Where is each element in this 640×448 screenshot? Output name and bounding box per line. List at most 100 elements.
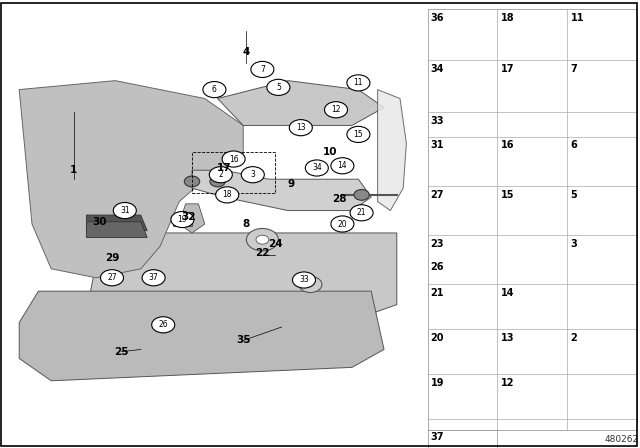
Text: 26: 26 [158, 320, 168, 329]
Text: 24: 24 [268, 239, 282, 249]
Text: 21: 21 [357, 208, 366, 217]
Bar [428, 430, 497, 448]
Text: 21: 21 [431, 288, 444, 298]
Circle shape [299, 276, 322, 293]
Text: 20: 20 [337, 220, 348, 228]
Circle shape [210, 176, 225, 187]
Text: 18: 18 [223, 190, 232, 199]
Text: 15: 15 [353, 130, 364, 139]
Text: 20: 20 [431, 333, 444, 343]
Text: 37: 37 [148, 273, 159, 282]
Circle shape [267, 79, 290, 95]
Text: 13: 13 [500, 333, 514, 343]
Text: 34: 34 [312, 164, 322, 172]
Circle shape [256, 235, 269, 244]
Text: 32: 32 [182, 212, 196, 222]
Polygon shape [86, 222, 147, 237]
Bar [428, 9, 637, 430]
Circle shape [209, 167, 232, 183]
Polygon shape [19, 291, 384, 381]
Text: 12: 12 [332, 105, 340, 114]
Polygon shape [90, 233, 397, 314]
Circle shape [171, 211, 194, 228]
Text: 11: 11 [354, 78, 363, 87]
Polygon shape [173, 220, 192, 226]
Polygon shape [192, 170, 371, 211]
Circle shape [113, 202, 136, 219]
Text: 17: 17 [500, 64, 514, 74]
Circle shape [350, 205, 373, 221]
Text: 6: 6 [212, 85, 217, 94]
Text: 5: 5 [571, 190, 577, 199]
Text: 7: 7 [260, 65, 265, 74]
Polygon shape [19, 81, 243, 278]
Text: 9: 9 [287, 179, 295, 189]
Bar [192, 152, 275, 193]
Circle shape [216, 187, 239, 203]
Circle shape [184, 176, 200, 187]
Text: 36: 36 [431, 13, 444, 22]
Text: 10: 10 [323, 147, 337, 157]
Text: 16: 16 [228, 155, 239, 164]
Circle shape [331, 158, 354, 174]
Circle shape [347, 75, 370, 91]
Text: 19: 19 [431, 378, 444, 388]
Text: 17: 17 [217, 163, 231, 173]
Circle shape [324, 102, 348, 118]
Text: 4: 4 [243, 47, 250, 56]
Text: 2: 2 [218, 170, 223, 179]
Text: 13: 13 [296, 123, 306, 132]
Polygon shape [86, 215, 147, 231]
Text: 6: 6 [571, 140, 577, 150]
Text: 29: 29 [105, 253, 119, 263]
Text: 5: 5 [276, 83, 281, 92]
Circle shape [354, 190, 369, 200]
Circle shape [222, 151, 245, 167]
Text: 31: 31 [431, 140, 444, 150]
Circle shape [203, 82, 226, 98]
Text: 35: 35 [236, 336, 250, 345]
Text: 8: 8 [243, 219, 250, 229]
Text: 15: 15 [500, 190, 514, 199]
Polygon shape [218, 81, 384, 125]
Text: 14: 14 [337, 161, 348, 170]
Text: 23: 23 [431, 239, 444, 249]
Text: 1: 1 [70, 165, 77, 175]
Circle shape [305, 160, 328, 176]
Text: 3: 3 [571, 239, 577, 249]
Text: 27: 27 [107, 273, 117, 282]
Polygon shape [179, 204, 205, 233]
Text: 2: 2 [571, 333, 577, 343]
Text: 34: 34 [431, 64, 444, 74]
Text: 31: 31 [120, 206, 130, 215]
Text: 37: 37 [431, 432, 444, 442]
Text: 33: 33 [299, 276, 309, 284]
Text: 16: 16 [500, 140, 514, 150]
Circle shape [152, 317, 175, 333]
Polygon shape [378, 90, 406, 211]
Circle shape [100, 270, 124, 286]
Text: 14: 14 [500, 288, 514, 298]
Text: 18: 18 [500, 13, 515, 22]
Circle shape [246, 228, 278, 251]
Text: 33: 33 [431, 116, 444, 125]
Circle shape [289, 120, 312, 136]
Circle shape [347, 126, 370, 142]
Text: 7: 7 [571, 64, 577, 74]
Text: 480262: 480262 [605, 435, 639, 444]
Text: 30: 30 [92, 217, 106, 227]
Text: 3: 3 [250, 170, 255, 179]
Text: 27: 27 [431, 190, 444, 199]
Circle shape [331, 216, 354, 232]
Circle shape [142, 270, 165, 286]
Text: 26: 26 [431, 262, 444, 272]
Text: 28: 28 [332, 194, 346, 204]
Text: 11: 11 [571, 13, 584, 22]
Bar [0, 0, 428, 448]
Text: 19: 19 [177, 215, 188, 224]
Text: 22: 22 [255, 248, 269, 258]
Text: 12: 12 [500, 378, 514, 388]
Circle shape [292, 272, 316, 288]
Circle shape [241, 167, 264, 183]
Circle shape [251, 61, 274, 78]
